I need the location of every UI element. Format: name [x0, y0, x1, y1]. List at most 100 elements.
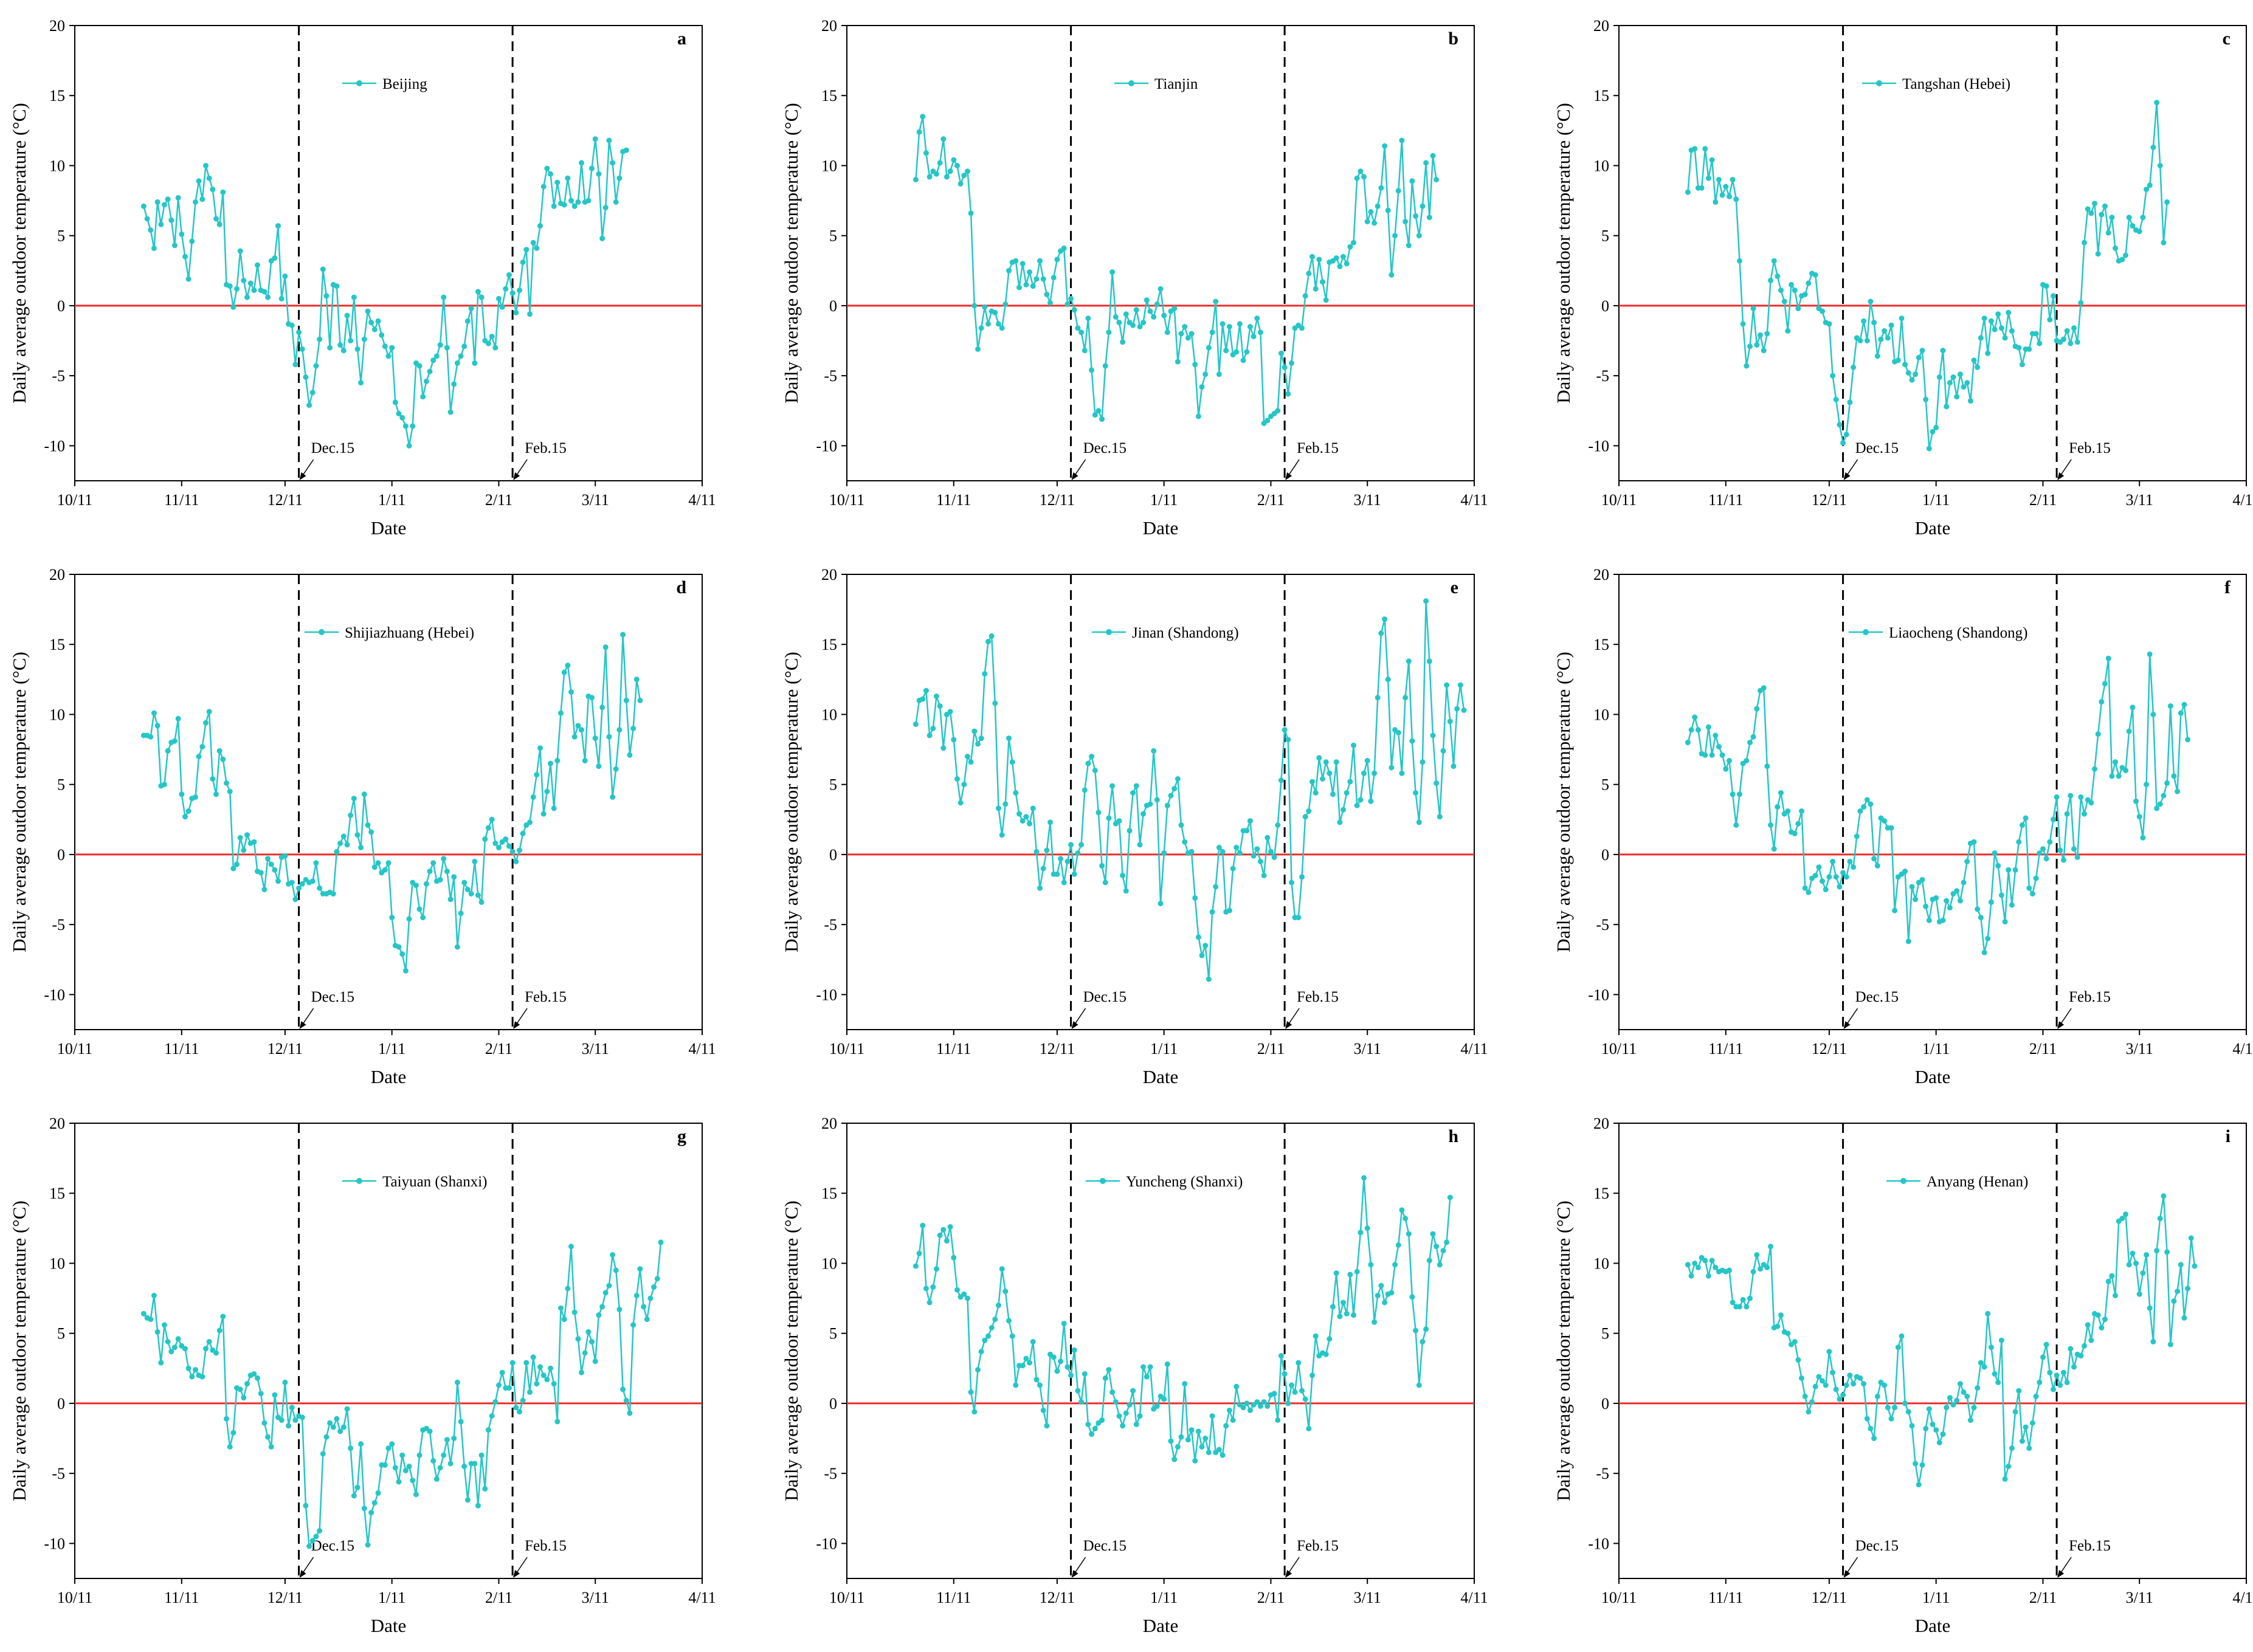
x-tick-label: 12/11: [1812, 491, 1847, 509]
data-point: [1040, 1407, 1046, 1413]
data-point: [171, 243, 178, 249]
y-tick-label: 5: [57, 776, 65, 794]
data-point: [1747, 343, 1753, 349]
y-tick-label: -10: [44, 437, 65, 455]
data-point: [1826, 874, 1832, 880]
data-point: [2043, 856, 2049, 862]
data-point: [1302, 814, 1308, 820]
data-point: [1209, 1413, 1215, 1419]
annotation-arrowhead: [1071, 472, 1078, 480]
data-point: [1975, 1385, 1981, 1391]
data-point: [1454, 706, 1460, 712]
data-point: [517, 287, 522, 294]
data-point: [2105, 230, 2111, 236]
data-point: [1447, 1194, 1453, 1200]
data-point: [2136, 814, 2142, 820]
y-axis-title: Daily average outdoor temperature (°C): [1553, 652, 1574, 952]
data-point: [992, 700, 998, 706]
data-point: [1257, 1403, 1263, 1409]
data-point: [537, 1364, 543, 1370]
data-point: [968, 1389, 974, 1395]
data-point: [1833, 1386, 1839, 1392]
data-point: [1344, 261, 1350, 267]
data-point: [926, 1299, 933, 1306]
data-point: [2161, 793, 2167, 799]
data-point: [1933, 895, 1939, 901]
data-point: [161, 1322, 167, 1328]
data-point: [1871, 320, 1877, 326]
x-tick-label: 12/11: [267, 1589, 303, 1606]
y-tick-label: 0: [1601, 297, 1609, 315]
data-point: [1995, 1379, 2001, 1385]
x-tick-label: 11/11: [936, 491, 971, 509]
data-point: [1254, 1399, 1260, 1405]
data-point: [961, 173, 967, 179]
x-tick-label: 10/11: [1601, 1589, 1637, 1606]
data-point: [1240, 357, 1246, 363]
data-point: [2088, 210, 2094, 216]
data-point: [161, 782, 167, 788]
data-point: [144, 216, 150, 222]
data-point: [451, 381, 457, 387]
data-point: [2185, 737, 2191, 743]
data-point: [1313, 286, 1319, 292]
data-point: [2167, 1341, 2173, 1347]
data-point: [2071, 1364, 2077, 1370]
data-point: [1002, 301, 1009, 308]
y-tick-label: 5: [829, 1325, 837, 1343]
data-point: [1199, 952, 1205, 959]
data-point: [1182, 839, 1188, 845]
x-tick-label: 1/11: [378, 491, 405, 509]
data-point: [2140, 215, 2146, 221]
data-point: [1199, 384, 1205, 390]
data-point: [971, 728, 978, 734]
y-tick-label: 10: [1593, 1254, 1609, 1272]
data-point: [148, 1316, 154, 1323]
data-point: [441, 1452, 447, 1458]
data-point: [1130, 322, 1136, 328]
data-point: [2126, 1262, 2132, 1268]
data-point: [2164, 1249, 2170, 1255]
data-point: [351, 294, 357, 300]
data-point: [2192, 1263, 2198, 1269]
data-point: [220, 1313, 226, 1320]
data-point: [1802, 885, 1808, 891]
data-point: [571, 203, 578, 209]
data-point: [478, 899, 485, 905]
y-tick-label: 0: [829, 1395, 837, 1413]
data-point: [1437, 1262, 1443, 1268]
data-point: [1688, 727, 1694, 733]
data-point: [1095, 408, 1102, 414]
data-point: [2157, 1216, 2163, 1222]
data-point: [1340, 253, 1346, 260]
data-point: [1812, 873, 1818, 878]
y-tick-label: 15: [49, 636, 65, 653]
data-point: [2175, 1289, 2181, 1295]
legend-marker: [1863, 629, 1869, 635]
data-point: [930, 1284, 936, 1290]
data-point: [1830, 373, 1836, 379]
data-point: [606, 734, 612, 740]
data-point: [599, 1304, 606, 1310]
data-point: [1950, 374, 1956, 380]
data-point: [320, 1451, 326, 1457]
data-point: [351, 1493, 357, 1499]
data-point: [571, 734, 578, 740]
data-point: [2037, 1379, 2043, 1385]
y-tick-label: 5: [1601, 776, 1609, 794]
data-point: [1099, 416, 1105, 422]
data-point: [2144, 1252, 2150, 1258]
data-point: [1895, 1344, 1901, 1351]
annotation-label: Feb.15: [1297, 989, 1339, 1005]
data-point: [1998, 892, 2004, 898]
data-point: [175, 195, 181, 201]
series-line: [1687, 654, 2189, 953]
y-tick-label: -5: [52, 367, 65, 385]
panel-i: -10 -5 0 5 10 15 20 10/11 11/11 12/11 1/11 2/11 3/11…: [1544, 1098, 2253, 1648]
data-point: [241, 277, 247, 283]
x-tick-label: 11/11: [164, 1589, 199, 1606]
data-point: [1144, 1374, 1150, 1380]
data-point: [1837, 422, 1843, 428]
data-point: [1975, 906, 1981, 912]
data-point: [1271, 855, 1277, 860]
